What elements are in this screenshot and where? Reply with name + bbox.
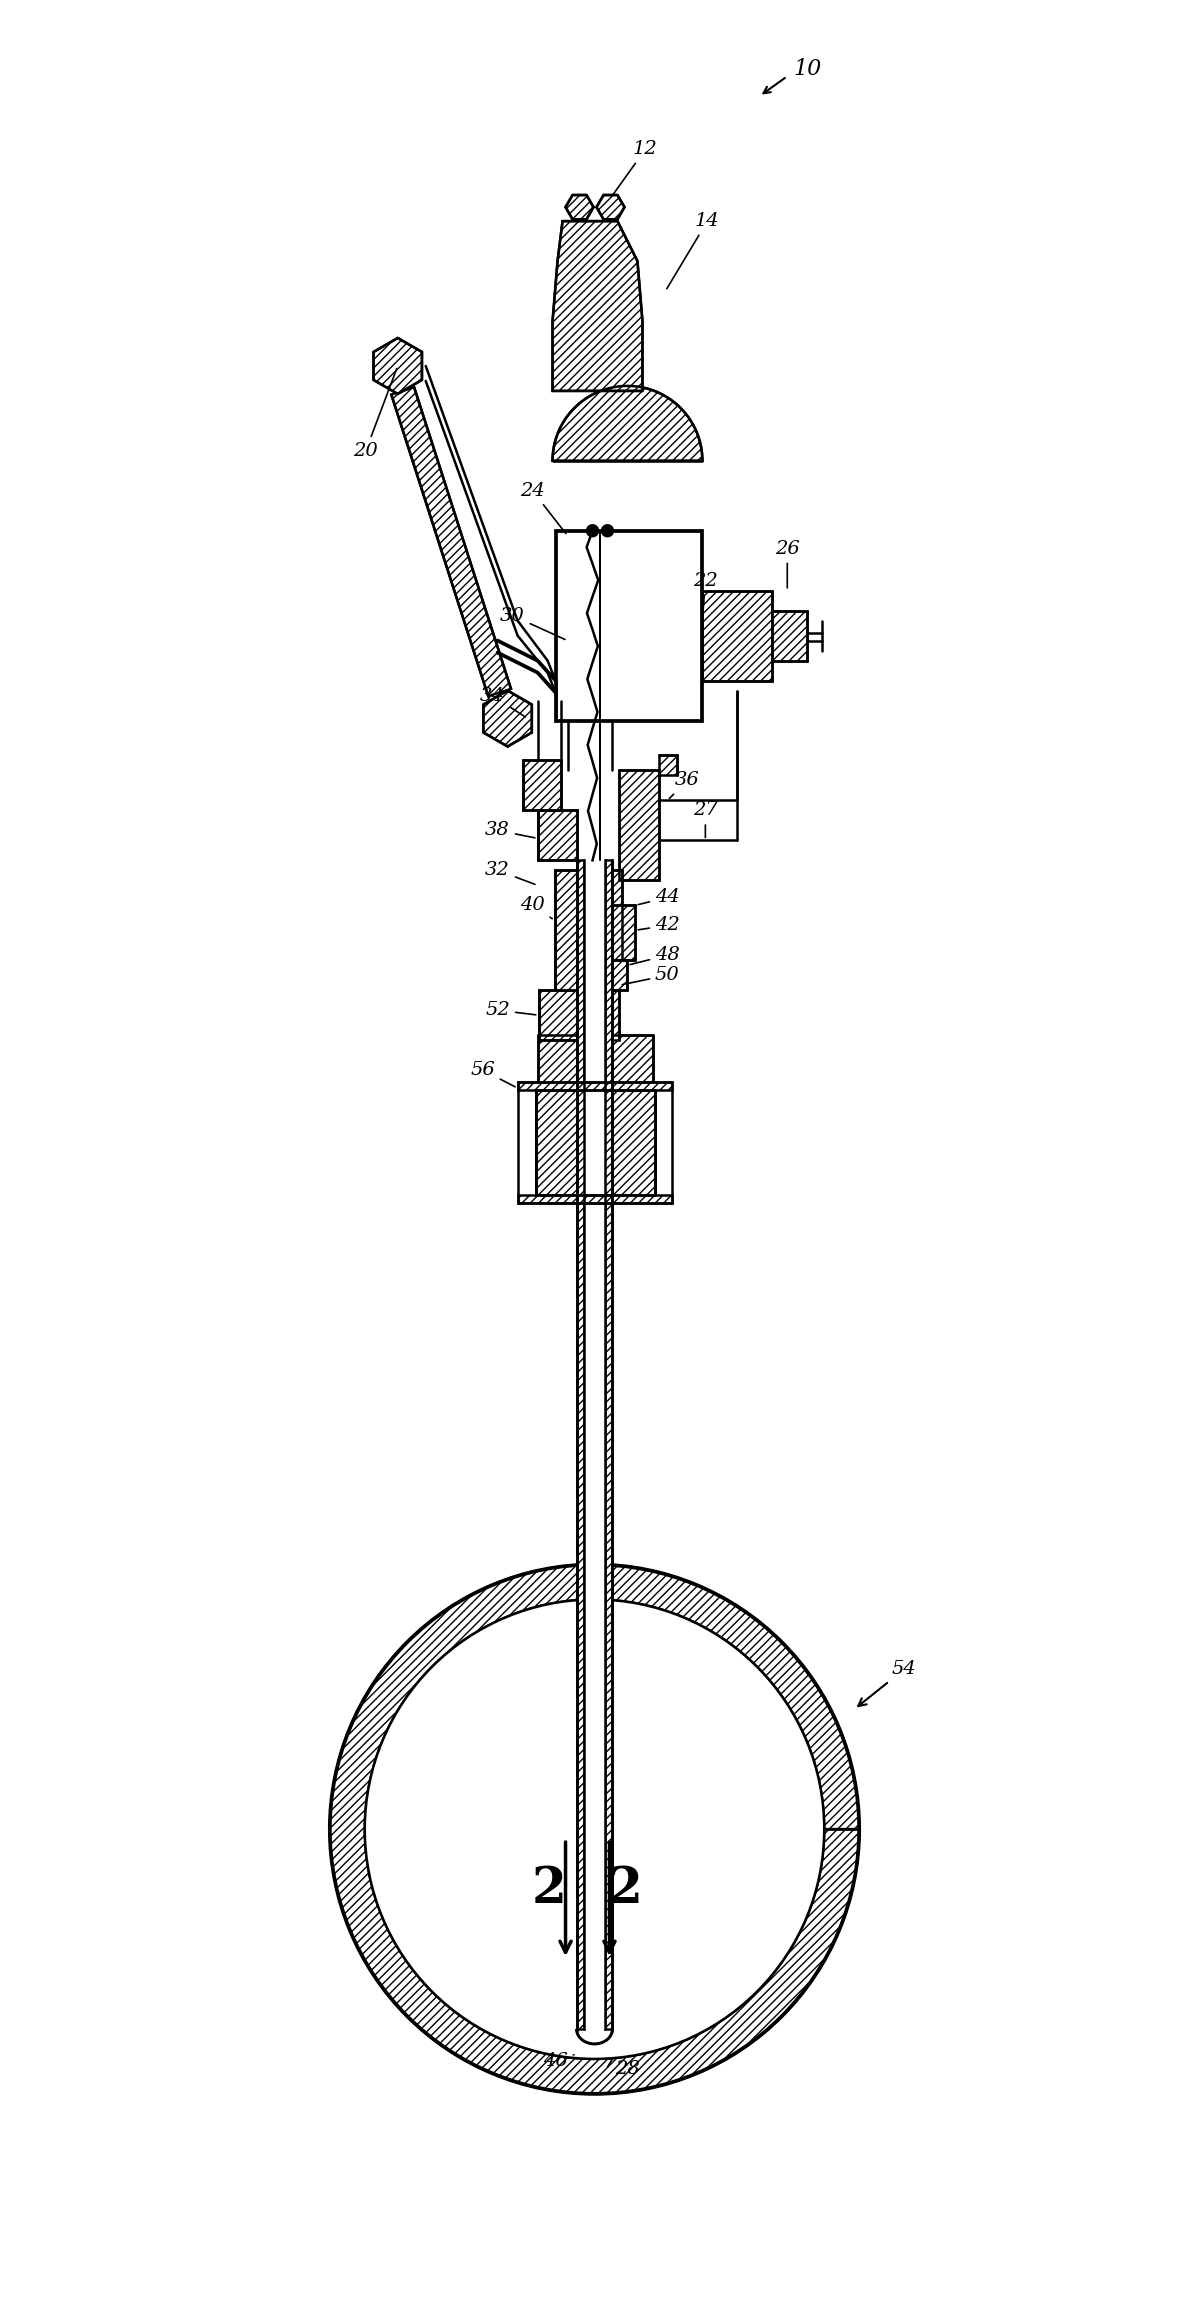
- Text: 52: 52: [486, 1002, 536, 1020]
- Circle shape: [587, 525, 599, 537]
- Polygon shape: [702, 590, 772, 682]
- Text: 20: 20: [353, 368, 396, 461]
- Polygon shape: [518, 1195, 672, 1202]
- Text: 54: 54: [858, 1660, 916, 1707]
- Text: 14: 14: [666, 212, 720, 288]
- Text: 36: 36: [670, 772, 700, 799]
- Polygon shape: [392, 387, 511, 696]
- Text: 2: 2: [532, 1865, 566, 1914]
- Circle shape: [367, 1601, 822, 2057]
- Text: 44: 44: [638, 889, 679, 907]
- Text: 34: 34: [481, 686, 525, 716]
- Polygon shape: [552, 221, 643, 392]
- Polygon shape: [606, 861, 613, 2029]
- Text: 50: 50: [622, 967, 679, 986]
- Text: 38: 38: [486, 822, 534, 838]
- Text: 32: 32: [486, 861, 536, 884]
- Circle shape: [601, 525, 614, 537]
- Text: 27: 27: [693, 801, 718, 838]
- Bar: [556, 530, 702, 721]
- Polygon shape: [539, 990, 576, 1041]
- Polygon shape: [536, 1089, 656, 1195]
- Polygon shape: [596, 196, 625, 219]
- Polygon shape: [330, 1564, 859, 2093]
- Text: 28: 28: [615, 2059, 640, 2077]
- Polygon shape: [613, 905, 635, 960]
- Polygon shape: [552, 387, 702, 461]
- Polygon shape: [555, 871, 576, 990]
- Text: 30: 30: [500, 606, 565, 640]
- Polygon shape: [613, 1034, 653, 1089]
- Polygon shape: [613, 990, 620, 1041]
- Polygon shape: [613, 960, 627, 990]
- Polygon shape: [538, 811, 576, 861]
- Polygon shape: [565, 196, 594, 219]
- Polygon shape: [522, 760, 560, 811]
- Text: 10: 10: [793, 58, 821, 81]
- Text: 42: 42: [638, 917, 679, 935]
- Polygon shape: [483, 691, 532, 746]
- Polygon shape: [538, 1034, 576, 1089]
- Polygon shape: [374, 339, 422, 394]
- Text: 40: 40: [520, 896, 552, 919]
- Polygon shape: [576, 861, 583, 2029]
- Polygon shape: [613, 871, 622, 960]
- Text: 46: 46: [543, 2052, 574, 2070]
- Polygon shape: [620, 772, 659, 880]
- Text: 48: 48: [631, 947, 679, 965]
- Text: 22: 22: [693, 571, 718, 617]
- Text: 24: 24: [520, 481, 565, 534]
- Bar: [583, 861, 606, 2029]
- Polygon shape: [659, 755, 677, 776]
- Text: 26: 26: [775, 539, 800, 587]
- Text: 12: 12: [612, 140, 658, 196]
- Polygon shape: [518, 1082, 672, 1089]
- Text: 2: 2: [608, 1865, 643, 1914]
- Text: 56: 56: [470, 1062, 515, 1087]
- Polygon shape: [772, 610, 807, 661]
- Circle shape: [365, 1601, 825, 2059]
